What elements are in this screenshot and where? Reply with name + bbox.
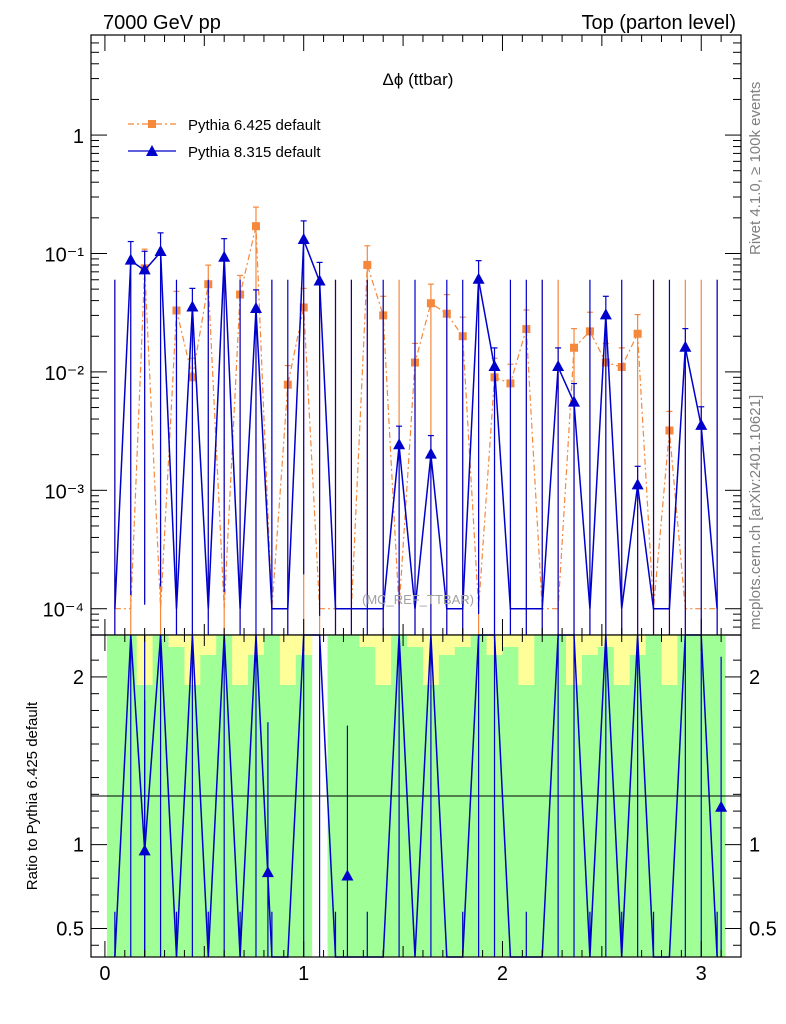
legend-label-pythia8: Pythia 8.315 default xyxy=(188,144,321,161)
data-point-pythia8 xyxy=(599,308,612,320)
main-panel: (MC_REF_TTBAR) 10⁻⁴ 10⁻³ 10⁻² 10⁻¹ 1 Δϕ (ttb… xyxy=(43,34,742,636)
data-point-pythia6 xyxy=(570,343,579,352)
uncertainty-band-outer xyxy=(279,635,297,685)
ratio-data-point xyxy=(138,844,151,856)
data-point-pythia8 xyxy=(472,272,485,284)
data-point-pythia6 xyxy=(363,260,372,269)
legend-marker-pythia8 xyxy=(146,145,158,156)
ratio-ylabel: Ratio to Pythia 6.425 default xyxy=(24,701,41,890)
ratio-data-point xyxy=(261,866,274,878)
data-point-pythia8 xyxy=(568,395,581,407)
data-point-pythia8 xyxy=(186,300,199,312)
ratio-frame xyxy=(90,634,742,958)
mcplots-label: mcplots.cern.ch [arXiv:2401.10621] xyxy=(747,395,764,630)
main-series-layer xyxy=(114,206,718,635)
uncertainty-band-outer xyxy=(661,635,678,685)
x-tick-label: 3 xyxy=(696,963,707,985)
ratio-axes: 0 1 2 3 0.5 0.5 1 1 2 2 xyxy=(56,635,777,985)
data-point-pythia6 xyxy=(426,299,435,308)
legend-item-pythia6: Pythia 6.425 default xyxy=(128,117,321,134)
ratio-y-tick-label: 0.5 xyxy=(749,918,777,940)
uncertainty-band-outer xyxy=(375,635,392,685)
energy-label: 7000 GeV pp xyxy=(103,12,221,34)
y-tick-label: 10⁻² xyxy=(45,363,85,385)
uncertainty-band-outer xyxy=(613,635,631,685)
ratio-y-tick-label: 0.5 xyxy=(56,918,84,940)
analysis-watermark: (MC_REF_TTBAR) xyxy=(362,592,474,607)
uncertainty-band-outer xyxy=(502,635,519,647)
legend-item-pythia8: Pythia 8.315 default xyxy=(128,144,321,161)
ratio-y-tick-label: 2 xyxy=(73,667,84,689)
data-point-pythia8 xyxy=(631,478,644,490)
data-point-pythia8 xyxy=(218,250,231,262)
data-point-pythia8 xyxy=(695,418,708,430)
ratio-panel: 0 1 2 3 0.5 0.5 1 1 2 2 Ratio to Pythia 6.425 def… xyxy=(24,634,777,985)
y-tick-label: 10⁻³ xyxy=(45,481,85,503)
data-point-pythia8 xyxy=(679,340,692,352)
uncertainty-band-outer xyxy=(168,635,185,647)
data-point-pythia8 xyxy=(249,301,262,313)
data-point-pythia8 xyxy=(313,274,326,286)
legend-marker-pythia6 xyxy=(148,120,156,128)
series-line-pythia8 xyxy=(114,239,718,610)
uncertainty-band-outer xyxy=(438,635,456,655)
ratio-y-tick-label: 1 xyxy=(73,835,84,857)
data-point-pythia8 xyxy=(424,447,437,459)
uncertainty-band-outer xyxy=(407,635,424,647)
x-tick-label: 2 xyxy=(497,963,508,985)
data-point-pythia6 xyxy=(633,329,642,338)
y-tick-label: 10⁻¹ xyxy=(45,244,85,266)
uncertainty-band-outer xyxy=(359,635,376,647)
uncertainty-band-outer xyxy=(200,635,217,655)
plot-title: Δϕ (ttbar) xyxy=(383,70,454,89)
data-point-pythia6 xyxy=(251,222,260,231)
data-point-pythia8 xyxy=(154,244,167,256)
x-tick-label: 0 xyxy=(99,963,110,985)
data-point-pythia8 xyxy=(297,232,310,244)
data-point-pythia8 xyxy=(138,263,151,275)
data-point-pythia8 xyxy=(552,359,565,371)
y-tick-label: 1 xyxy=(73,126,84,148)
data-point-pythia8 xyxy=(488,359,501,371)
process-label: Top (parton level) xyxy=(581,12,736,34)
uncertainty-band-outer xyxy=(518,635,535,685)
ratio-y-tick-label: 1 xyxy=(749,835,760,857)
legend: Pythia 6.425 default Pythia 8.315 defaul… xyxy=(128,117,321,161)
rivet-label: Rivet 4.1.0, ≥ 100k events xyxy=(747,82,764,255)
ratio-series-layer xyxy=(114,634,728,958)
ratio-y-tick-label: 2 xyxy=(749,667,760,689)
main-axes: 10⁻⁴ 10⁻³ 10⁻² 10⁻¹ 1 xyxy=(43,34,741,636)
y-tick-label: 10⁻⁴ xyxy=(43,600,84,622)
ratio-data-point xyxy=(341,869,354,881)
data-point-pythia8 xyxy=(124,253,137,265)
data-point-pythia8 xyxy=(393,438,406,450)
uncertainty-band-outer xyxy=(581,635,599,655)
x-tick-label: 1 xyxy=(298,963,309,985)
legend-label-pythia6: Pythia 6.425 default xyxy=(188,117,321,134)
uncertainty-band-outer xyxy=(232,635,249,685)
ratio-data-point xyxy=(715,800,728,812)
